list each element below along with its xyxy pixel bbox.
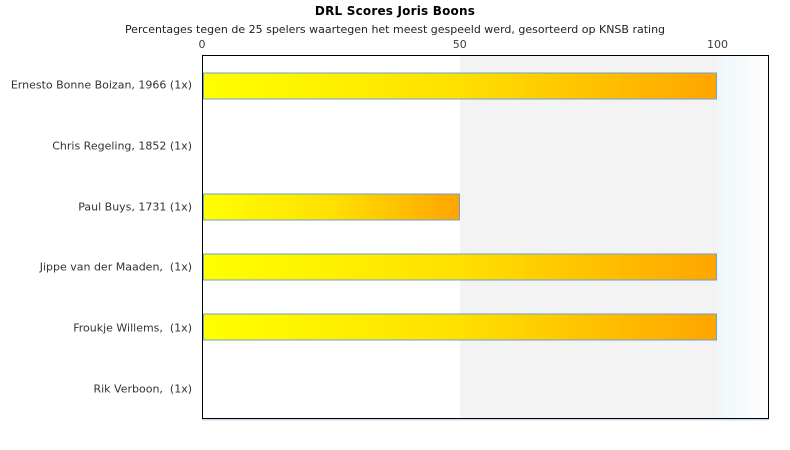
- x-tick-label: 50: [452, 38, 467, 51]
- bar-row: [203, 297, 768, 357]
- y-axis-label: Paul Buys, 1731 (1x): [78, 200, 192, 214]
- y-axis-label: Chris Regeling, 1852 (1x): [52, 139, 192, 153]
- bar-row: [203, 177, 768, 237]
- y-axis-labels: Ernesto Bonne Boizan, 1966 (1x) Chris Reg…: [0, 55, 192, 419]
- plot-area: [202, 55, 769, 419]
- y-axis-label: Jippe van der Maaden, (1x): [39, 260, 192, 274]
- y-axis-label: Rik Verboon, (1x): [93, 382, 192, 396]
- bar-row: [203, 358, 768, 418]
- y-axis-label: Froukje Willems, (1x): [73, 321, 192, 335]
- bar-row: [203, 237, 768, 297]
- y-axis-label: Ernesto Bonne Boizan, 1966 (1x): [10, 78, 192, 92]
- shaded-band-50-100: [459, 56, 717, 418]
- chart-title: DRL Scores Joris Boons: [314, 4, 476, 18]
- x-axis: 0 50 100: [198, 38, 769, 51]
- highlight-band-beyond-100: [716, 56, 768, 418]
- bar: [203, 313, 717, 341]
- bar: [203, 72, 717, 100]
- bar: [203, 193, 460, 221]
- bar-row: [203, 56, 768, 116]
- bar-row: [203, 116, 768, 176]
- x-tick-label: 100: [706, 38, 728, 51]
- bar: [203, 253, 717, 281]
- bar-rows: [203, 56, 768, 418]
- chart-subtitle: Percentages tegen de 25 spelers waartege…: [124, 23, 666, 36]
- x-tick-label: 0: [198, 38, 206, 51]
